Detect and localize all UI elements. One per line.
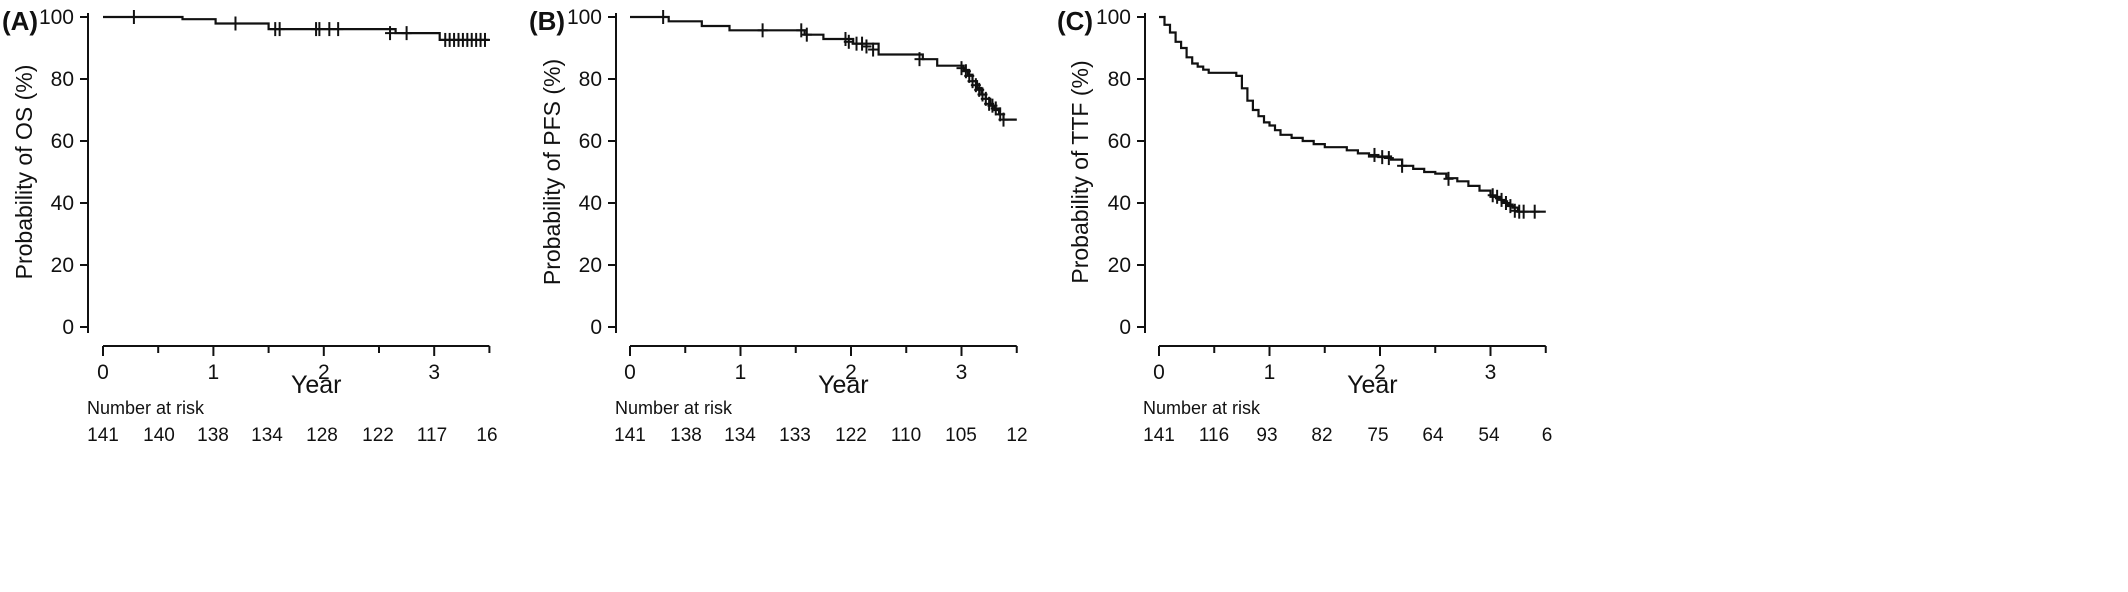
x-axis-title: Year: [1347, 371, 1398, 399]
risk-value: 117: [417, 425, 447, 446]
risk-value: 122: [835, 425, 867, 446]
y-axis-title: Probability of PFS (%): [539, 59, 565, 285]
y-tick-label: 20: [1108, 254, 1131, 277]
risk-value: 54: [1478, 425, 1500, 446]
x-axis-title: Year: [291, 371, 342, 399]
y-tick-label: 20: [579, 254, 602, 277]
x-tick-label: 0: [624, 361, 636, 384]
risk-value: 75: [1367, 425, 1388, 446]
x-tick-label: 2: [845, 361, 857, 384]
risk-value: 105: [945, 425, 977, 446]
y-tick-label: 80: [1108, 68, 1131, 91]
y-axis-title: Probability of TTF (%): [1067, 60, 1093, 283]
risk-value: 128: [306, 425, 338, 446]
x-tick-label: 3: [428, 361, 440, 384]
x-tick-label: 1: [735, 361, 747, 384]
x-tick-label: 3: [1485, 361, 1497, 384]
x-tick-label: 2: [1374, 361, 1386, 384]
risk-value: 6: [1542, 425, 1553, 446]
x-tick-label: 3: [956, 361, 968, 384]
risk-value: 141: [614, 425, 646, 446]
x-axis-title: Year: [818, 371, 869, 399]
x-tick-label: 2: [318, 361, 330, 384]
risk-table-title: Number at risk: [87, 398, 205, 418]
survival-curve: [1159, 15, 1546, 213]
risk-value: 140: [143, 425, 175, 446]
y-tick-label: 20: [51, 254, 74, 277]
y-tick-label: 100: [567, 6, 602, 29]
risk-value: 93: [1256, 425, 1277, 446]
km-panel-3: (C) 0 20 40 60 80 100 Probability of TTF (%) 0 1 2…: [1057, 6, 1552, 446]
x-tick-label: 1: [208, 361, 220, 384]
y-tick-label: 0: [62, 316, 74, 339]
x-tick-label: 1: [1264, 361, 1276, 384]
y-tick-label: 60: [51, 130, 74, 153]
y-tick-label: 100: [39, 6, 74, 29]
risk-value: 116: [1199, 425, 1229, 446]
risk-value: 134: [251, 425, 283, 446]
panel-label: (C): [1057, 6, 1093, 36]
panel-label: (B): [529, 6, 565, 36]
y-tick-label: 60: [579, 130, 602, 153]
y-tick-label: 0: [1119, 316, 1131, 339]
y-tick-label: 40: [51, 192, 74, 215]
y-tick-label: 80: [579, 68, 602, 91]
panel-label: (A): [2, 6, 38, 36]
risk-value: 138: [197, 425, 229, 446]
y-tick-label: 40: [1108, 192, 1131, 215]
y-axis-title: Probability of OS (%): [11, 65, 37, 280]
risk-value: 134: [724, 425, 756, 446]
risk-value: 133: [779, 425, 811, 446]
km-panel-1: (A) 0 20 40 60 80 100 Probability of OS (%) 0 1 2 3…: [2, 6, 498, 446]
y-tick-label: 80: [51, 68, 74, 91]
risk-table-title: Number at risk: [615, 398, 733, 418]
risk-value: 141: [1143, 425, 1175, 446]
risk-value: 12: [1006, 425, 1027, 446]
risk-value: 82: [1311, 425, 1332, 446]
x-tick-label: 0: [97, 361, 109, 384]
risk-value: 122: [362, 425, 394, 446]
risk-value: 141: [87, 425, 119, 446]
risk-value: 110: [891, 425, 921, 446]
y-tick-label: 60: [1108, 130, 1131, 153]
y-tick-label: 100: [1096, 6, 1131, 29]
risk-value: 16: [476, 425, 497, 446]
risk-value: 64: [1422, 425, 1444, 446]
risk-value: 138: [670, 425, 702, 446]
survival-curve: [103, 15, 490, 41]
y-tick-label: 40: [579, 192, 602, 215]
risk-table-title: Number at risk: [1143, 398, 1261, 418]
x-tick-label: 0: [1153, 361, 1165, 384]
y-tick-label: 0: [590, 316, 602, 339]
